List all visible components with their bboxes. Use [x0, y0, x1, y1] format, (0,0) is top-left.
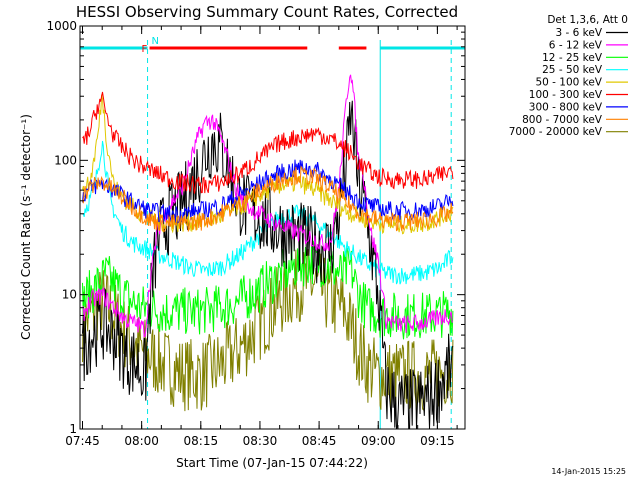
- series-line-6-12-kev: [82, 74, 454, 338]
- x-tick-label: 09:15: [420, 434, 455, 448]
- x-tick-label: 09:00: [361, 434, 396, 448]
- y-tick-label: 10: [62, 288, 77, 302]
- legend-header: Det 1,3,6, Att 0: [547, 14, 628, 26]
- legend-label: 12 - 25 keV: [542, 52, 603, 64]
- series-layer: [82, 74, 454, 430]
- legend-label: 800 - 7000 keV: [522, 114, 603, 126]
- legend-label: 3 - 6 keV: [555, 27, 602, 39]
- legend-label: 300 - 800 keV: [529, 101, 603, 113]
- series-line-100-300-kev: [82, 91, 454, 194]
- legend-label: 100 - 300 keV: [529, 89, 603, 101]
- y-axis-label: Corrected Count Rate (s⁻¹ detector⁻¹): [19, 114, 33, 340]
- x-tick-label: 08:15: [184, 434, 219, 448]
- x-axis-ticks: 07:45 08:00 08:15 08:30 08:45 09:00 09:15: [65, 26, 458, 448]
- state-bar-label: N: [152, 36, 159, 47]
- series-line-800-7000-kev: [82, 165, 454, 232]
- state-bar-label: F: [142, 44, 148, 55]
- legend-label: 25 - 50 keV: [542, 64, 603, 76]
- legend-label: 7000 - 20000 keV: [509, 126, 603, 138]
- footer-date: 14-Jan-2015 15:25: [551, 467, 626, 476]
- observing-state-bars: NF: [80, 36, 465, 55]
- y-tick-label: 1000: [46, 19, 77, 33]
- x-tick-label: 08:30: [243, 434, 278, 448]
- legend-label: 6 - 12 keV: [549, 39, 603, 51]
- legend-label: 50 - 100 keV: [535, 77, 602, 89]
- x-tick-label: 08:45: [302, 434, 337, 448]
- y-axis-ticks: 1 10 100 1000: [46, 19, 465, 436]
- x-axis-label: Start Time (07-Jan-15 07:44:22): [176, 456, 368, 470]
- x-tick-label: 07:45: [65, 434, 100, 448]
- y-tick-label: 100: [54, 153, 77, 167]
- y-tick-label: 1: [69, 422, 77, 436]
- plot-frame: [79, 25, 466, 430]
- x-tick-label: 08:00: [124, 434, 159, 448]
- chart-title: HESSI Observing Summary Count Rates, Cor…: [76, 3, 458, 21]
